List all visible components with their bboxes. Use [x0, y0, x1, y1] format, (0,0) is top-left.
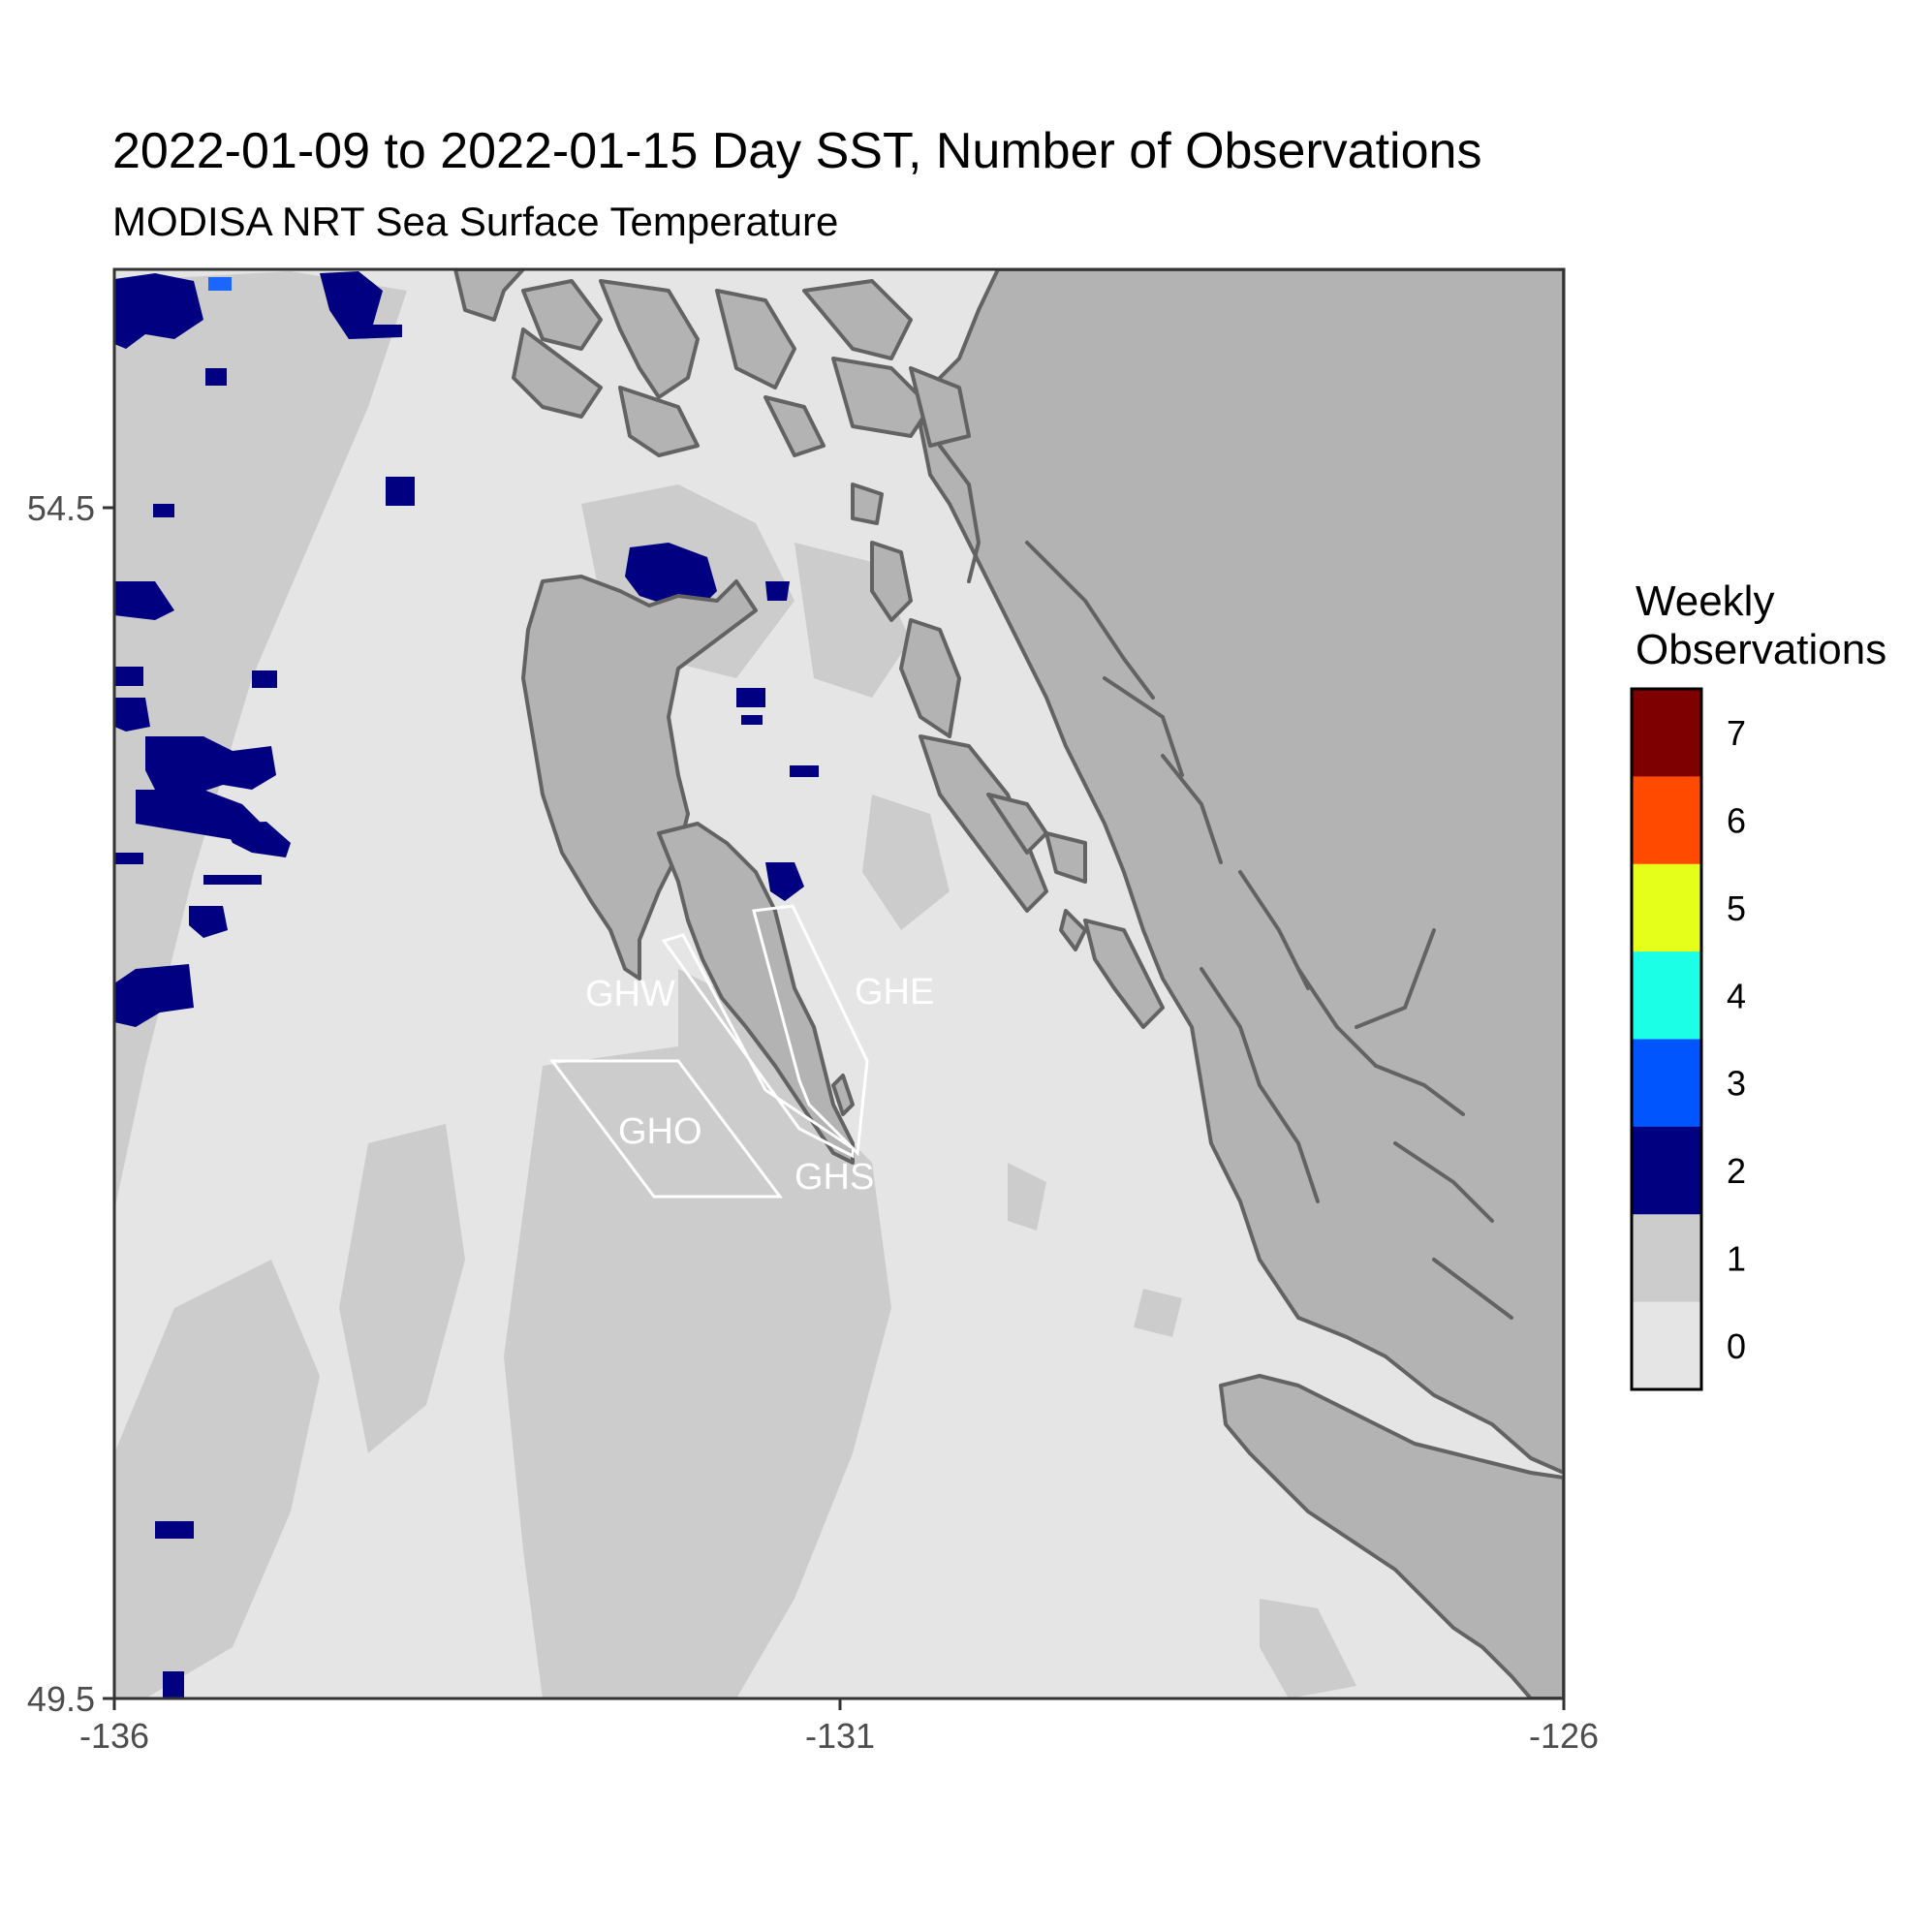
land-masses	[453, 269, 1564, 1698]
single-observation-areas	[114, 271, 1356, 1698]
coastal-island	[1059, 909, 1087, 951]
legend-swatch-0	[1632, 1301, 1701, 1390]
panhandle-island	[618, 386, 700, 457]
region-label-ghe: GHE	[855, 972, 934, 1013]
panhandle-island	[453, 269, 525, 322]
multi-observation-pixels	[114, 271, 819, 1698]
legend-label-2: 2	[1727, 1151, 1746, 1191]
legend-title-line2: Observations	[1636, 626, 1887, 673]
mainland-inlets	[938, 444, 1513, 1320]
panhandle-island	[851, 483, 884, 525]
axis-ticks	[103, 506, 1566, 1710]
legend-label-6: 6	[1727, 801, 1746, 841]
panhandle-island	[802, 279, 913, 360]
region-gho-outline	[549, 1059, 783, 1199]
coastal-island	[919, 734, 1048, 913]
legend-swatch-7	[1632, 689, 1701, 777]
legend-swatch-4	[1632, 951, 1701, 1040]
legend-swatch-2	[1632, 1126, 1701, 1215]
chart-subtitle: MODISA NRT Sea Surface Temperature	[112, 199, 839, 244]
y-tick-label: 49.5	[27, 1679, 95, 1719]
x-tick-label: -131	[805, 1716, 875, 1756]
legend-label-4: 4	[1727, 976, 1746, 1015]
legend-label-1: 1	[1727, 1238, 1746, 1278]
region-label-ghs: GHS	[795, 1157, 874, 1198]
legend-label-3: 3	[1727, 1064, 1746, 1104]
three-observation-pixels	[208, 277, 232, 291]
panhandle-island	[599, 279, 700, 399]
coastal-island	[870, 541, 913, 622]
legend-label-0: 0	[1727, 1326, 1746, 1366]
coastal-island	[1044, 831, 1087, 884]
legend-swatch-1	[1632, 1214, 1701, 1303]
panhandle-island	[512, 327, 603, 419]
x-tick-label: -136	[79, 1716, 149, 1756]
legend-label-7: 7	[1727, 713, 1746, 753]
legend-title-line1: Weekly	[1636, 577, 1775, 625]
region-label-ghw: GHW	[585, 974, 675, 1014]
x-tick-label: -126	[1529, 1716, 1599, 1756]
legend-swatch-6	[1632, 776, 1701, 865]
chart-title: 2022-01-09 to 2022-01-15 Day SST, Number…	[112, 123, 1482, 179]
mainland-bc	[919, 269, 1564, 1475]
small-island	[831, 1074, 855, 1116]
panhandle-island	[715, 289, 796, 390]
panhandle-island	[831, 357, 932, 438]
panhandle-island	[909, 366, 971, 448]
region-label-gho: GHO	[618, 1111, 702, 1152]
map-panel	[114, 269, 1564, 1698]
legend-labels: 7 6 5 4 3 2 1 0	[1727, 713, 1746, 1366]
coastal-island	[899, 618, 961, 738]
vancouver-island	[1219, 1374, 1564, 1698]
panhandle-island	[763, 395, 826, 457]
legend-colorbar	[1632, 689, 1701, 1390]
panhandle-island	[521, 279, 603, 351]
legend-label-5: 5	[1727, 888, 1746, 928]
legend-swatch-3	[1632, 1039, 1701, 1128]
region-outlines	[549, 904, 869, 1199]
y-tick-label: 54.5	[27, 488, 95, 528]
coastal-island	[1083, 919, 1165, 1029]
region-ghe-outline	[752, 904, 869, 1157]
legend-border	[1630, 687, 1703, 1391]
legend-title: Weekly Observations	[1636, 577, 1886, 674]
legend-swatch-5	[1632, 863, 1701, 952]
